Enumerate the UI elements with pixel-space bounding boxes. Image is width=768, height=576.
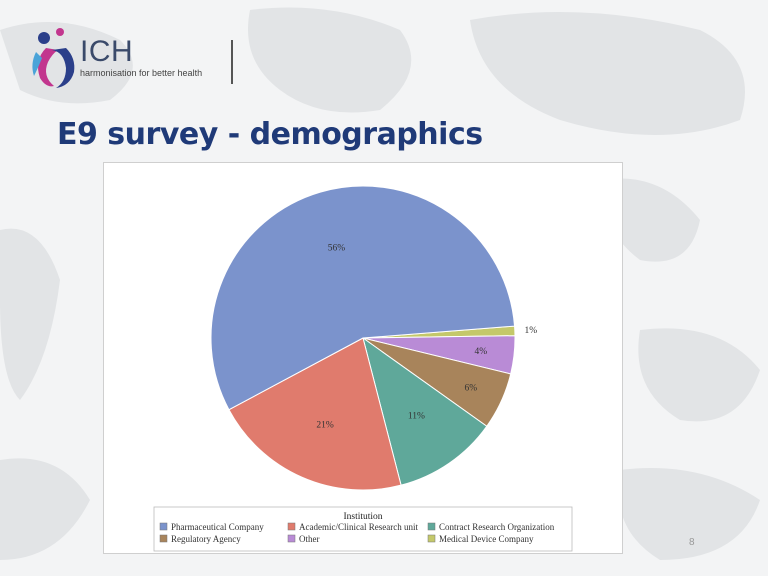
pie-slices xyxy=(210,185,516,491)
pie-slice-academic-clinical-research-unit xyxy=(228,337,402,491)
legend-swatch xyxy=(159,534,168,543)
legend-swatch xyxy=(427,522,436,531)
pie-labels: 1% 4% 6% 11% 21% 56% xyxy=(316,244,537,431)
ich-logo: ICH harmonisation for better health xyxy=(30,28,250,90)
legend-label: Pharmaceutical Company xyxy=(171,522,264,532)
pie-label: 11% xyxy=(408,412,425,422)
legend-label: Contract Research Organization xyxy=(439,522,555,532)
legend-swatch xyxy=(287,534,296,543)
legend-label: Medical Device Company xyxy=(439,534,534,544)
legend-box xyxy=(153,506,573,552)
chart-panel: 1% 4% 6% 11% 21% 56% Institution Pharmaceutic… xyxy=(103,162,623,554)
pie-label: 6% xyxy=(464,383,477,393)
logo-tagline: harmonisation for better health xyxy=(80,68,203,78)
ich-logo-icon xyxy=(32,28,75,88)
pie-slice-contract-research-organization xyxy=(362,336,488,486)
pie-label: 21% xyxy=(316,420,334,430)
logo-wordmark: ICH xyxy=(80,35,134,68)
pie-label: 4% xyxy=(474,347,487,357)
logo-divider xyxy=(231,40,233,84)
legend-swatch xyxy=(427,534,436,543)
pie-label: 1% xyxy=(524,326,537,336)
legend-title: Institution xyxy=(343,512,382,522)
page-number: 8 xyxy=(689,537,695,548)
legend-label: Regulatory Agency xyxy=(171,534,241,544)
legend-swatch xyxy=(287,522,296,531)
pie-slice-pharmaceutical-company xyxy=(210,185,516,411)
slide-title: E9 survey - demographics xyxy=(57,117,483,152)
legend: Pharmaceutical Company Academic/Clinical … xyxy=(159,522,555,544)
pie-chart: 1% 4% 6% 11% 21% 56% Institution Pharmaceutic… xyxy=(153,185,573,552)
pie-label: 56% xyxy=(328,244,346,254)
legend-label: Academic/Clinical Research unit xyxy=(299,522,418,532)
legend-label: Other xyxy=(299,534,320,544)
legend-swatch xyxy=(159,522,168,531)
